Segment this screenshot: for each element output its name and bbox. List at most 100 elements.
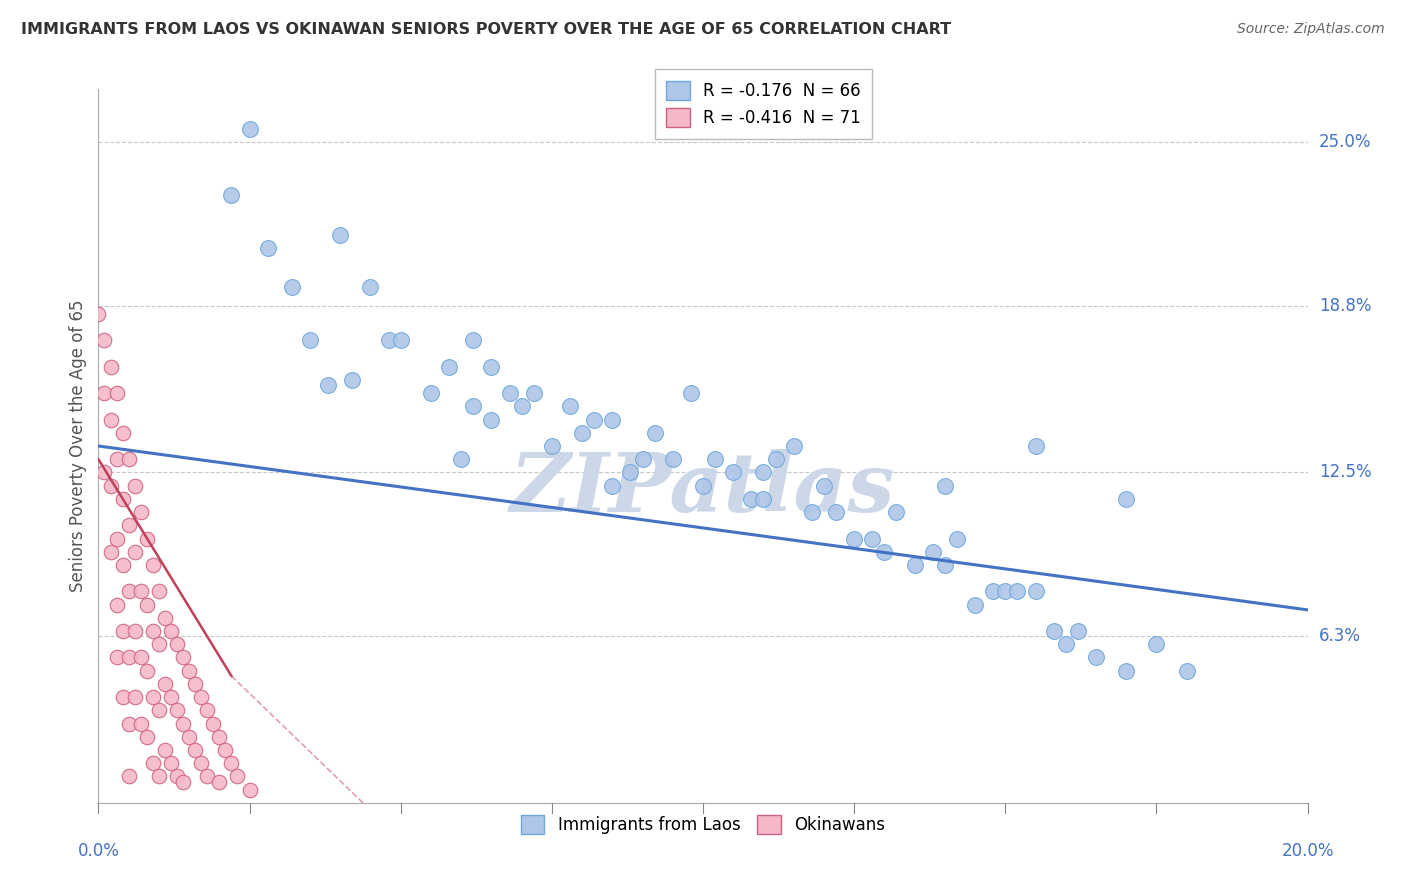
Point (342, 373, 364, 387)
Point (166, 637, 188, 651)
Point (921, 545, 943, 559)
Point (481, 359, 503, 374)
Point (100, 545, 122, 559)
Point (148, 584, 170, 599)
Point (105, 452, 128, 467)
Point (111, 690, 134, 704)
Text: 12.5%: 12.5% (1319, 464, 1371, 482)
Point (1024, 439, 1046, 453)
Point (111, 425, 134, 440)
Point (129, 505, 152, 519)
Point (783, 439, 806, 453)
Point (450, 452, 472, 467)
Point (1115, 491, 1137, 506)
Point (860, 532, 883, 546)
Point (166, 769, 188, 783)
Point (160, 624, 183, 638)
Point (118, 518, 141, 533)
Point (148, 703, 170, 717)
Point (118, 584, 141, 599)
Point (644, 425, 666, 440)
Point (172, 716, 194, 731)
Point (208, 774, 231, 789)
Point (704, 452, 727, 467)
Text: 6.3%: 6.3% (1319, 627, 1361, 645)
Point (540, 439, 562, 453)
Point (190, 690, 212, 704)
Point (142, 690, 165, 704)
Point (184, 677, 207, 691)
Point (934, 478, 956, 492)
Point (946, 532, 969, 546)
Point (692, 478, 714, 492)
Point (111, 624, 134, 638)
Point (118, 452, 141, 467)
Point (87, 307, 110, 321)
Point (111, 558, 134, 572)
Point (740, 491, 762, 506)
Point (571, 425, 593, 440)
Point (208, 730, 231, 744)
Point (1175, 664, 1198, 678)
Point (389, 333, 412, 347)
Point (148, 637, 170, 651)
Point (558, 400, 581, 414)
Point (135, 598, 157, 612)
Y-axis label: Seniors Poverty Over the Age of 65: Seniors Poverty Over the Age of 65 (69, 300, 87, 592)
Point (105, 386, 128, 401)
Point (873, 545, 896, 559)
Point (377, 333, 399, 347)
Text: 18.8%: 18.8% (1319, 297, 1371, 315)
Point (1024, 584, 1046, 599)
Point (135, 730, 157, 744)
Point (765, 452, 787, 467)
Point (1144, 637, 1167, 651)
Point (994, 584, 1017, 599)
Text: 0.0%: 0.0% (77, 842, 120, 860)
Point (105, 598, 128, 612)
Point (93, 466, 115, 480)
Point (129, 650, 152, 665)
Point (437, 359, 460, 374)
Point (886, 505, 908, 519)
Point (172, 650, 194, 665)
Point (172, 774, 194, 789)
Point (214, 743, 236, 757)
Point (221, 188, 243, 202)
Point (316, 378, 339, 392)
Point (160, 756, 183, 771)
Point (239, 782, 262, 797)
Point (752, 466, 775, 480)
Point (100, 478, 122, 492)
Point (752, 491, 775, 506)
Point (124, 545, 146, 559)
Point (825, 505, 848, 519)
Point (523, 386, 546, 401)
Point (800, 505, 823, 519)
Point (583, 412, 606, 426)
Point (129, 584, 152, 599)
Point (124, 478, 146, 492)
Point (679, 386, 702, 401)
Point (135, 664, 157, 678)
Text: Source: ZipAtlas.com: Source: ZipAtlas.com (1237, 22, 1385, 37)
Point (153, 677, 176, 691)
Point (1054, 637, 1077, 651)
Point (226, 769, 249, 783)
Point (329, 227, 352, 242)
Point (1085, 650, 1108, 665)
Point (256, 241, 278, 255)
Point (965, 598, 987, 612)
Point (100, 412, 122, 426)
Point (239, 121, 262, 136)
Point (1115, 664, 1137, 678)
Text: ZIPatlas: ZIPatlas (510, 449, 896, 529)
Legend: Immigrants from Laos, Okinawans: Immigrants from Laos, Okinawans (512, 805, 894, 845)
Point (904, 558, 927, 572)
Point (142, 624, 165, 638)
Point (981, 584, 1004, 599)
Point (202, 716, 225, 731)
Point (142, 558, 165, 572)
Point (420, 386, 443, 401)
Point (631, 452, 654, 467)
